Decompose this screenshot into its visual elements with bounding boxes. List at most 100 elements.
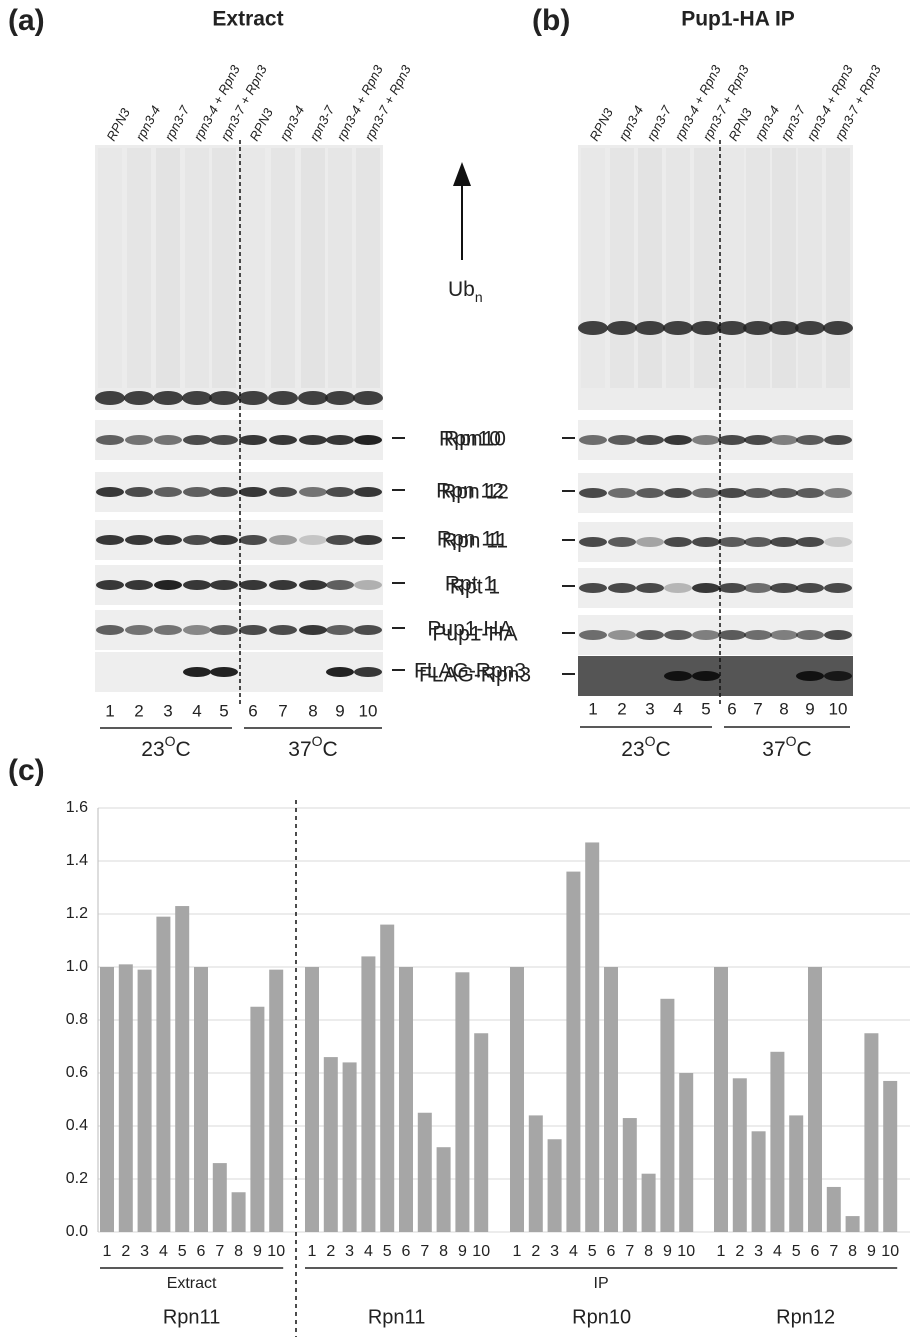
x-tick-label: 4 bbox=[364, 1243, 373, 1260]
smear-lane bbox=[301, 148, 325, 388]
x-tick-label: 8 bbox=[234, 1243, 243, 1260]
x-tick-label: 4 bbox=[773, 1243, 782, 1260]
x-tick-label: 10 bbox=[267, 1243, 285, 1260]
y-tick-label: 0.4 bbox=[66, 1117, 88, 1134]
band bbox=[326, 435, 354, 445]
band bbox=[183, 625, 211, 635]
band bbox=[96, 535, 124, 545]
blot-label: Rpt 1 bbox=[445, 573, 495, 596]
band bbox=[744, 488, 772, 498]
x-tick-label: 8 bbox=[439, 1243, 448, 1260]
group-label: Rpn11 bbox=[368, 1306, 425, 1328]
y-tick-label: 0.8 bbox=[66, 1011, 88, 1028]
x-tick-label: 7 bbox=[625, 1243, 634, 1260]
blot-label: Rpt 1 bbox=[450, 576, 500, 599]
bar bbox=[510, 967, 524, 1232]
band bbox=[718, 537, 746, 547]
band bbox=[124, 391, 154, 405]
band bbox=[579, 435, 607, 445]
band bbox=[326, 535, 354, 545]
band bbox=[326, 580, 354, 590]
bar bbox=[474, 1033, 489, 1232]
band bbox=[796, 630, 824, 640]
band bbox=[663, 321, 693, 335]
bar bbox=[826, 1186, 841, 1232]
band bbox=[664, 671, 692, 681]
lane-name: rpn3-4 bbox=[132, 103, 163, 143]
band bbox=[824, 630, 852, 640]
band bbox=[770, 583, 798, 593]
blot-label: Pup1-HA bbox=[432, 623, 517, 646]
temp-number: 23 bbox=[141, 738, 164, 761]
bar bbox=[732, 1078, 747, 1232]
y-tick-label: 1.0 bbox=[66, 958, 88, 975]
band bbox=[579, 583, 607, 593]
lane-name: rpn3-7 bbox=[643, 103, 674, 144]
band bbox=[299, 435, 327, 445]
section-label: Extract bbox=[167, 1275, 217, 1292]
band bbox=[354, 487, 382, 497]
band bbox=[354, 535, 382, 545]
lane-number: 6 bbox=[727, 699, 736, 718]
x-tick-label: 1 bbox=[513, 1243, 522, 1260]
smear-lane bbox=[610, 148, 634, 388]
y-tick-label: 0.0 bbox=[66, 1223, 88, 1240]
x-tick-label: 7 bbox=[829, 1243, 838, 1260]
lane-number: 4 bbox=[192, 701, 201, 720]
lane-name: RPN3 bbox=[103, 105, 133, 143]
x-tick-label: 8 bbox=[848, 1243, 857, 1260]
band bbox=[268, 391, 298, 405]
band bbox=[796, 435, 824, 445]
lane-name: rpn3-7 bbox=[306, 103, 337, 144]
lane-name: rpn3-7 bbox=[161, 103, 192, 144]
bar bbox=[566, 871, 581, 1232]
bar bbox=[231, 1192, 246, 1232]
band bbox=[743, 321, 773, 335]
x-tick-label: 7 bbox=[420, 1243, 429, 1260]
band bbox=[824, 583, 852, 593]
band bbox=[608, 488, 636, 498]
x-tick-label: 8 bbox=[644, 1243, 653, 1260]
x-tick-label: 9 bbox=[867, 1243, 876, 1260]
blot-label: Rpn 11 bbox=[442, 530, 508, 553]
x-tick-label: 9 bbox=[253, 1243, 262, 1260]
smear-lane bbox=[328, 148, 352, 388]
bar bbox=[194, 967, 208, 1232]
x-tick-label: 2 bbox=[326, 1243, 335, 1260]
band bbox=[125, 625, 153, 635]
band bbox=[210, 580, 238, 590]
lane-number: 9 bbox=[805, 699, 814, 718]
band bbox=[210, 535, 238, 545]
smear-lane bbox=[826, 148, 850, 388]
band bbox=[636, 435, 664, 445]
band bbox=[154, 625, 182, 635]
lane-number: 9 bbox=[335, 701, 344, 720]
smear-lane bbox=[127, 148, 151, 388]
temperature: 23OC bbox=[141, 733, 190, 761]
temp-number: 37 bbox=[762, 738, 785, 761]
band bbox=[770, 488, 798, 498]
group-label: Rpn11 bbox=[163, 1306, 220, 1328]
bar bbox=[342, 1062, 357, 1232]
band bbox=[692, 583, 720, 593]
bar bbox=[547, 1139, 562, 1232]
blot-label: Rpn 11 bbox=[437, 528, 503, 551]
band bbox=[692, 488, 720, 498]
band bbox=[824, 435, 852, 445]
band bbox=[239, 580, 267, 590]
blot-label: Rpn 12 bbox=[441, 481, 509, 504]
temp-sup: O bbox=[786, 733, 797, 749]
blot-label: Pup1-HA bbox=[427, 618, 512, 641]
temp-sup: O bbox=[165, 733, 176, 749]
ub-sub: n bbox=[475, 289, 483, 305]
temperature: 37OC bbox=[762, 733, 811, 761]
band bbox=[718, 583, 746, 593]
band bbox=[824, 537, 852, 547]
x-tick-label: 5 bbox=[383, 1243, 392, 1260]
x-tick-label: 4 bbox=[159, 1243, 168, 1260]
band bbox=[744, 583, 772, 593]
band bbox=[154, 487, 182, 497]
smear-lane bbox=[581, 148, 605, 388]
band bbox=[354, 435, 382, 445]
band bbox=[770, 435, 798, 445]
